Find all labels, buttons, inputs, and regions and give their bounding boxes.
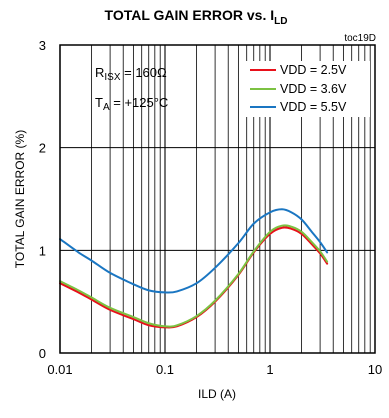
annotation-group: RISX = 160Ω TA = +125°C bbox=[95, 65, 168, 113]
legend-label-3-6v: VDD = 3.6V bbox=[280, 82, 347, 96]
tick-layer: 0.01 0.1 1 10 0 1 2 3 bbox=[39, 38, 382, 377]
legend-label-2-5v: VDD = 2.5V bbox=[280, 63, 347, 77]
y-tick-label: 2 bbox=[39, 141, 46, 156]
legend: VDD = 2.5V VDD = 3.6V VDD = 5.5V bbox=[246, 61, 370, 117]
series-line-5-5v bbox=[59, 208, 329, 294]
chart-title-main: TOTAL GAIN ERROR vs. I bbox=[105, 7, 275, 23]
annotation-resistance: RISX = 160Ω bbox=[95, 65, 167, 83]
series-line-3-6v bbox=[59, 224, 329, 328]
series-line-2-5v bbox=[59, 226, 329, 329]
y-tick-label: 0 bbox=[39, 346, 46, 361]
plot-frame bbox=[59, 44, 376, 354]
chart-title-subscript: LD bbox=[274, 16, 287, 27]
figure-tag: toc19D bbox=[344, 33, 376, 44]
legend-label-5-5v: VDD = 5.5V bbox=[280, 100, 347, 114]
y-tick-label: 1 bbox=[39, 243, 46, 258]
series-layer bbox=[59, 208, 329, 329]
y-tick-label: 3 bbox=[39, 38, 46, 53]
chart-title: TOTAL GAIN ERROR vs. ILD bbox=[105, 7, 288, 27]
x-tick-label: 1 bbox=[266, 362, 273, 377]
annotation-temperature: TA = +125°C bbox=[95, 95, 168, 113]
x-tick-label: 0.1 bbox=[156, 362, 174, 377]
y-axis-label: TOTAL GAIN ERROR (%) bbox=[13, 130, 27, 268]
x-axis-label: ILD (A) bbox=[198, 387, 236, 401]
x-tick-label: 0.01 bbox=[47, 362, 72, 377]
x-tick-label: 10 bbox=[368, 362, 382, 377]
